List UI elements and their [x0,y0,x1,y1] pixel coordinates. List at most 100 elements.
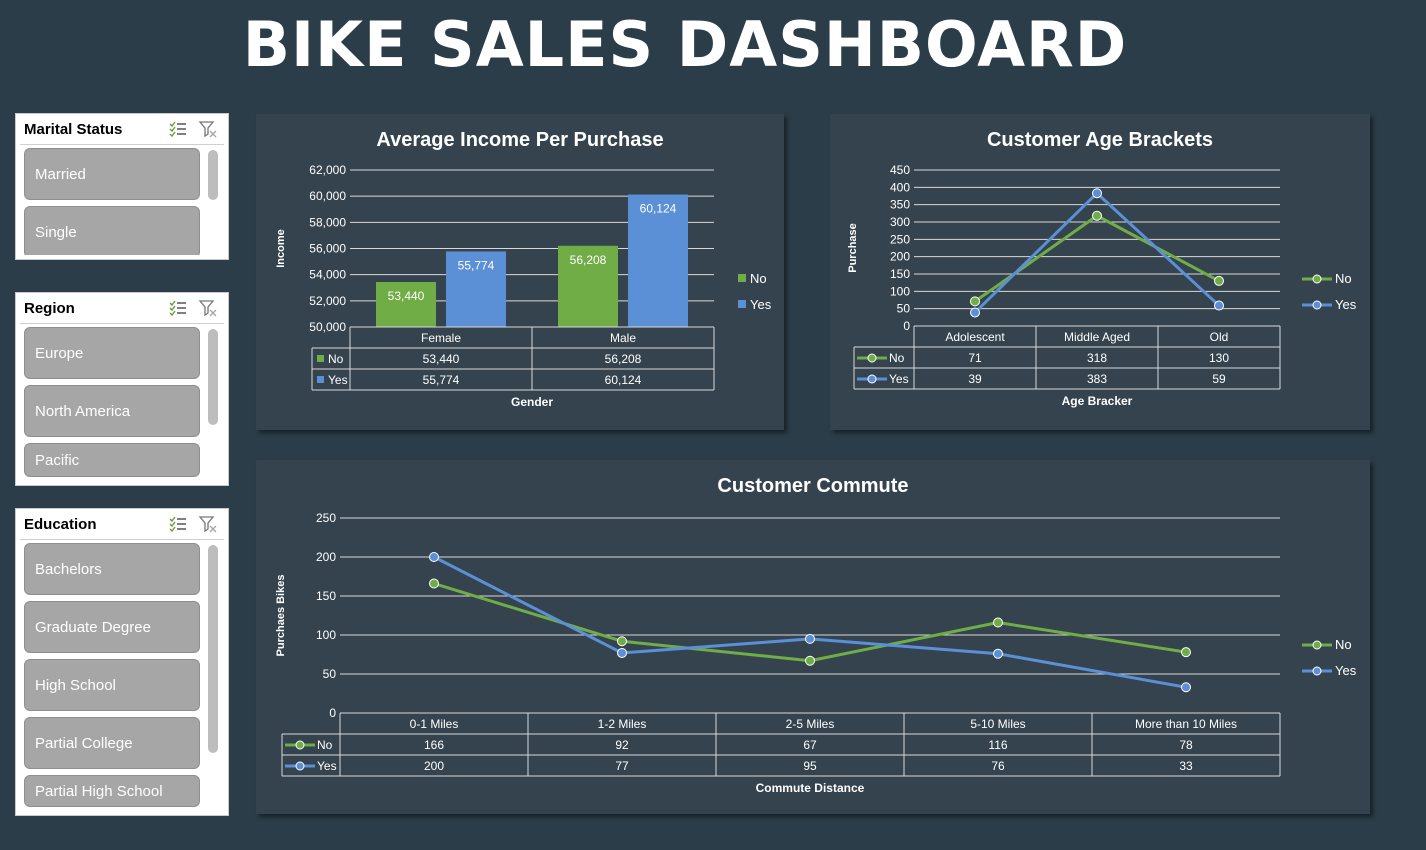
bar-no [558,245,618,327]
slicer-item-europe[interactable]: Europe [24,327,200,379]
data-label: 56,208 [570,253,607,267]
slicer-item-north-america[interactable]: North America [24,385,200,437]
point-no [970,296,980,307]
y-axis-label: Income [275,229,287,268]
point-no [429,578,439,589]
commute-chart-panel: Customer Commute 0 50 100 150 200 250 Purchaes … [256,460,1370,814]
legend-key [1312,666,1322,676]
point-yes [1214,300,1224,311]
age-chart: Customer Age Brackets 0 50 100 150 200 250 300 3… [847,129,1357,408]
legend-label: No [750,271,767,286]
point-no [805,655,815,666]
y-tick-label: 62,000 [309,163,346,177]
slicer-scrollbar[interactable] [208,150,218,200]
table-legend-key [295,761,305,771]
slicer-title: Education [24,515,97,533]
x-category-label: More than 10 Miles [1135,717,1237,731]
table-value: 92 [615,738,629,752]
slicer-items: Europe North America Pacific [24,327,200,481]
y-tick-label: 150 [316,589,336,603]
bar-yes [628,194,688,327]
x-category-label: 2-5 Miles [786,717,835,731]
legend-label: No [1335,637,1352,652]
table-value: 76 [991,759,1005,773]
table-series-name: No [889,351,905,365]
legend-label: Yes [1335,297,1357,312]
slicer-title: Region [24,299,75,317]
table-value: 39 [968,372,982,386]
table-value: 56,208 [605,352,642,366]
y-tick-label: 56,000 [309,242,346,256]
legend-key [738,300,746,308]
table-legend-key [317,376,324,383]
slicer-item-pacific[interactable]: Pacific [24,443,200,477]
multi-select-icon[interactable] [168,120,188,138]
slicer-header: Region [20,293,224,324]
y-tick-label: 50 [323,667,337,681]
slicer-items: Bachelors Graduate Degree High School Pa… [24,543,200,811]
table-legend-key [867,374,877,384]
point-no [993,617,1003,628]
point-yes [993,648,1003,659]
x-category-label: Adolescent [945,330,1005,344]
clear-filter-icon[interactable] [198,120,218,138]
table-series-name: No [317,738,333,752]
point-yes [1181,682,1191,693]
x-axis-label: Gender [511,395,553,409]
series-line-yes [433,555,1187,689]
slicer-item-single[interactable]: Single [24,206,200,255]
table-value: 33 [1179,759,1193,773]
slicer-scrollbar[interactable] [208,329,218,425]
slicer-header: Education [20,509,224,540]
slicer-scrollbar[interactable] [208,545,218,753]
y-tick-label: 50 [897,302,911,316]
multi-select-icon[interactable] [168,299,188,317]
table-series-name: No [328,352,344,366]
chart-title: Customer Age Brackets [987,129,1213,151]
table-value: 95 [803,759,817,773]
x-axis-label: Commute Distance [756,781,865,795]
table-series-name: Yes [317,759,337,773]
legend-key [1312,300,1322,310]
bar-no [376,281,436,327]
slicer-item-partial-college[interactable]: Partial College [24,717,200,769]
slicer-item-bachelors[interactable]: Bachelors [24,543,200,595]
y-tick-label: 100 [316,628,336,642]
multi-select-icon[interactable] [168,515,188,533]
table-value: 318 [1087,351,1107,365]
series-line-no [974,214,1220,303]
table-value: 53,440 [423,352,460,366]
slicer-marital-status: Marital Status Married Single [15,113,229,260]
table-value: 78 [1179,738,1193,752]
table-legend-key [295,740,305,750]
table-value: 77 [615,759,629,773]
table-value: 383 [1087,372,1107,386]
data-label: 53,440 [388,289,425,303]
point-yes [1092,188,1102,199]
legend-key [738,274,746,282]
data-label: 60,124 [640,202,677,216]
clear-filter-icon[interactable] [198,299,218,317]
y-tick-label: 200 [890,250,910,264]
slicer-item-graduate-degree[interactable]: Graduate Degree [24,601,200,653]
dashboard-title: BIKE SALES DASHBOARD [242,8,1128,81]
age-chart-panel: Customer Age Brackets 0 50 100 150 200 250 300 3… [830,114,1370,430]
point-no [1092,210,1102,221]
point-no [1181,647,1191,658]
slicer-item-partial-high-school[interactable]: Partial High School [24,775,200,807]
slicer-education: Education Bachelors Graduate Degree High… [15,508,229,816]
x-axis-label: Age Bracker [1062,394,1133,408]
y-tick-label: 58,000 [309,215,346,229]
y-axis-label: Purchaes Bikes [275,575,287,657]
clear-filter-icon[interactable] [198,515,218,533]
point-yes [617,647,627,658]
y-tick-label: 60,000 [309,189,346,203]
slicer-item-high-school[interactable]: High School [24,659,200,711]
slicer-item-married[interactable]: Married [24,148,200,200]
slicer-header: Marital Status [20,114,224,145]
table-value: 60,124 [605,373,642,387]
chart-title: Customer Commute [717,475,908,497]
table-value: 71 [968,351,982,365]
x-category-label: Male [610,331,636,345]
y-tick-label: 0 [903,319,910,333]
